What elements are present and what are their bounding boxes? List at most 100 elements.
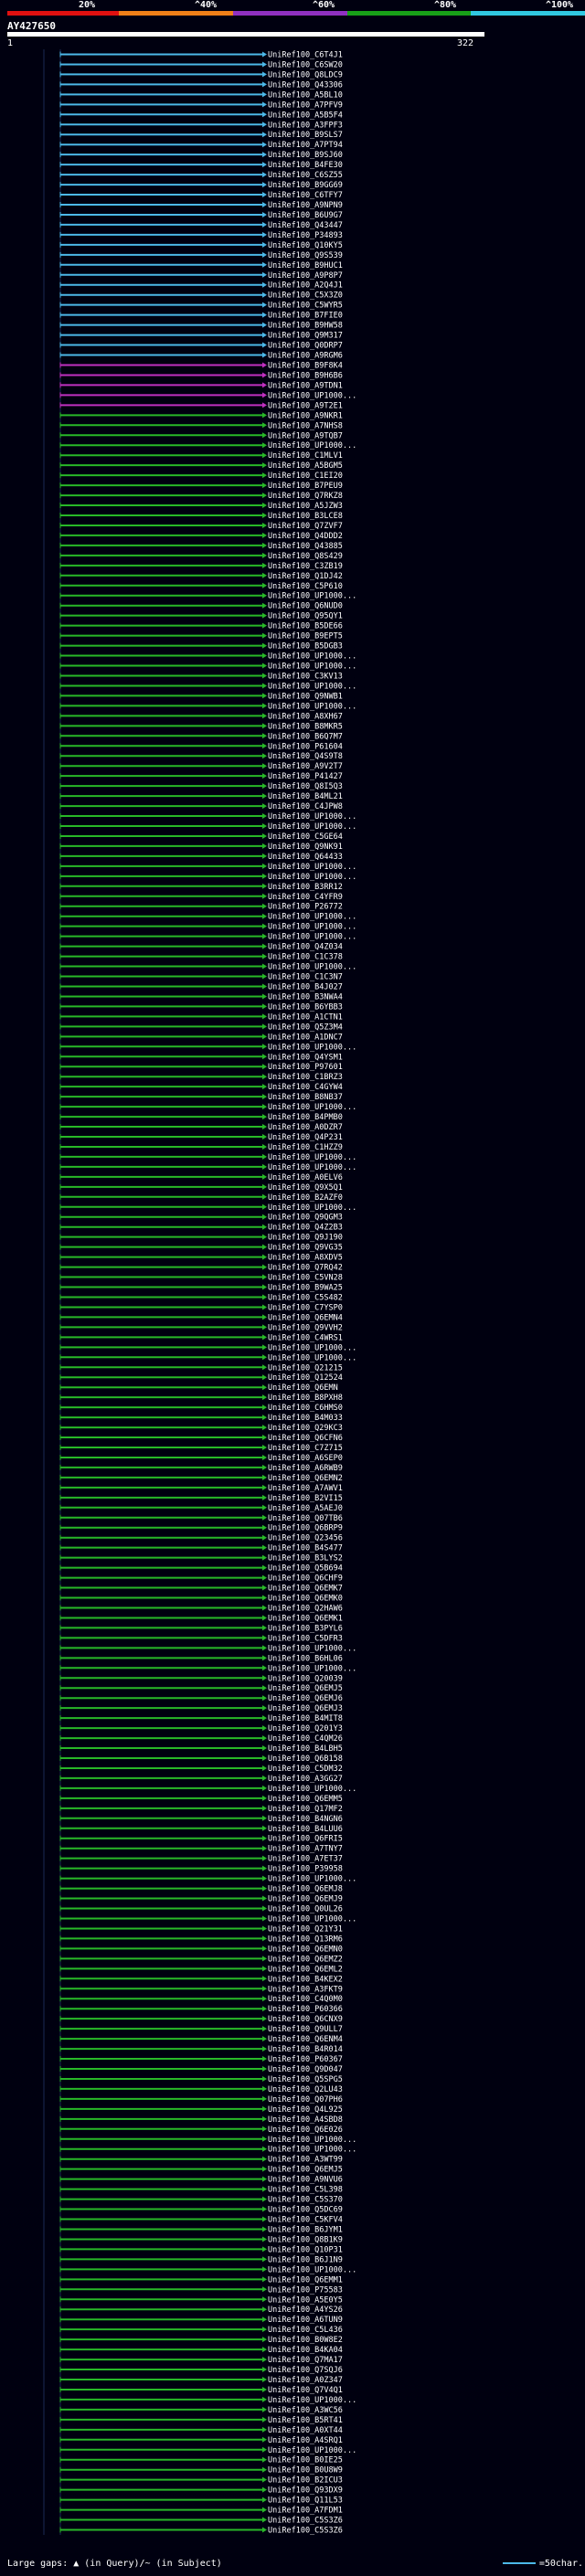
subject-label[interactable]: UniRef100_A5JZW3 bbox=[268, 502, 343, 511]
subject-label[interactable]: UniRef100_UP1000... bbox=[268, 923, 356, 932]
subject-label[interactable]: UniRef100_Q23456 bbox=[268, 1534, 343, 1543]
subject-label[interactable]: UniRef100_Q5SPG5 bbox=[268, 2075, 343, 2084]
subject-label[interactable]: UniRef100_B2AZF0 bbox=[268, 1193, 343, 1203]
subject-label[interactable]: UniRef100_Q9VVH2 bbox=[268, 1323, 343, 1332]
subject-label[interactable]: UniRef100_Q6CHF9 bbox=[268, 1574, 343, 1584]
subject-label[interactable]: UniRef100_P34893 bbox=[268, 231, 343, 240]
subject-label[interactable]: UniRef100_C5L398 bbox=[268, 2186, 343, 2195]
subject-label[interactable]: UniRef100_B5DE66 bbox=[268, 622, 343, 631]
subject-label[interactable]: UniRef100_C5S3Z6 bbox=[268, 2527, 343, 2535]
subject-label[interactable]: UniRef100_UP1000... bbox=[268, 1644, 356, 1653]
subject-label[interactable]: UniRef100_Q4P231 bbox=[268, 1133, 343, 1142]
subject-label[interactable]: UniRef100_Q6EMM1 bbox=[268, 2275, 343, 2284]
subject-label[interactable]: UniRef100_B3RR12 bbox=[268, 883, 343, 892]
subject-label[interactable]: UniRef100_Q4Z2B3 bbox=[268, 1224, 343, 1233]
subject-label[interactable]: UniRef100_Q9D047 bbox=[268, 2065, 343, 2074]
subject-label[interactable]: UniRef100_B5RT41 bbox=[268, 2416, 343, 2425]
subject-label[interactable]: UniRef100_C1MLV1 bbox=[268, 451, 343, 461]
subject-label[interactable]: UniRef100_Q6EMJ6 bbox=[268, 1694, 343, 1703]
subject-label[interactable]: UniRef100_UP1000... bbox=[268, 1343, 356, 1352]
subject-label[interactable]: UniRef100_Q7RQ42 bbox=[268, 1264, 343, 1273]
subject-label[interactable]: UniRef100_UP1000... bbox=[268, 1914, 356, 1924]
subject-label[interactable]: UniRef100_UP1000... bbox=[268, 1664, 356, 1673]
subject-label[interactable]: UniRef100_UP1000... bbox=[268, 682, 356, 691]
subject-label[interactable]: UniRef100_Q9QGM3 bbox=[268, 1214, 343, 1223]
subject-label[interactable]: UniRef100_C5KFV4 bbox=[268, 2216, 343, 2225]
subject-label[interactable]: UniRef100_Q7SQJ6 bbox=[268, 2366, 343, 2375]
subject-label[interactable]: UniRef100_Q6ENM4 bbox=[268, 2035, 343, 2044]
subject-label[interactable]: UniRef100_Q9NWB1 bbox=[268, 692, 343, 701]
subject-label[interactable]: UniRef100_Q9X5Q1 bbox=[268, 1183, 343, 1193]
subject-label[interactable]: UniRef100_B6YBB3 bbox=[268, 1002, 343, 1012]
subject-label[interactable]: UniRef100_UP1000... bbox=[268, 1103, 356, 1112]
subject-label[interactable]: UniRef100_C5S3Z6 bbox=[268, 2517, 343, 2526]
subject-label[interactable]: UniRef100_B4KA04 bbox=[268, 2346, 343, 2355]
subject-label[interactable]: UniRef100_P61604 bbox=[268, 742, 343, 751]
subject-label[interactable]: UniRef100_Q9M317 bbox=[268, 332, 343, 341]
subject-label[interactable]: UniRef100_C4GYW4 bbox=[268, 1083, 343, 1092]
subject-label[interactable]: UniRef100_UP1000... bbox=[268, 812, 356, 822]
subject-label[interactable]: UniRef100_A5B5F4 bbox=[268, 111, 343, 120]
subject-label[interactable]: UniRef100_A9NPN9 bbox=[268, 201, 343, 210]
subject-label[interactable]: UniRef100_B0U8W9 bbox=[268, 2466, 343, 2475]
subject-label[interactable]: UniRef100_UP1000... bbox=[268, 2265, 356, 2274]
subject-label[interactable]: UniRef100_B9SJ60 bbox=[268, 151, 343, 160]
subject-label[interactable]: UniRef100_Q6BRP9 bbox=[268, 1524, 343, 1533]
subject-label[interactable]: UniRef100_C5GE64 bbox=[268, 832, 343, 842]
subject-label[interactable]: UniRef100_B2ICU3 bbox=[268, 2476, 343, 2486]
subject-label[interactable]: UniRef100_B4ML21 bbox=[268, 792, 343, 801]
subject-label[interactable]: UniRef100_Q6EMK7 bbox=[268, 1585, 343, 1594]
subject-label[interactable]: UniRef100_Q7MA17 bbox=[268, 2356, 343, 2365]
subject-label[interactable]: UniRef100_A7TNY7 bbox=[268, 1845, 343, 1854]
subject-label[interactable]: UniRef100_UP1000... bbox=[268, 391, 356, 400]
subject-label[interactable]: UniRef100_Q7ZVF7 bbox=[268, 522, 343, 531]
subject-label[interactable]: UniRef100_C5L436 bbox=[268, 2326, 343, 2335]
subject-label[interactable]: UniRef100_Q21Y31 bbox=[268, 1924, 343, 1934]
subject-label[interactable]: UniRef100_UP1000... bbox=[268, 652, 356, 662]
subject-label[interactable]: UniRef100_A4YS26 bbox=[268, 2306, 343, 2315]
subject-label[interactable]: UniRef100_A9TQB7 bbox=[268, 431, 343, 440]
subject-label[interactable]: UniRef100_B6HL06 bbox=[268, 1654, 343, 1663]
subject-label[interactable]: UniRef100_Q9ULL7 bbox=[268, 2025, 343, 2034]
subject-label[interactable]: UniRef100_B3NWA4 bbox=[268, 992, 343, 1002]
subject-label[interactable]: UniRef100_C5VN28 bbox=[268, 1274, 343, 1283]
subject-label[interactable]: UniRef100_UP1000... bbox=[268, 1163, 356, 1172]
subject-label[interactable]: UniRef100_Q21215 bbox=[268, 1363, 343, 1373]
subject-label[interactable]: UniRef100_C1BRZ3 bbox=[268, 1073, 343, 1082]
subject-label[interactable]: UniRef100_A9TDN1 bbox=[268, 381, 343, 390]
subject-label[interactable]: UniRef100_Q2HAW6 bbox=[268, 1604, 343, 1613]
subject-label[interactable]: UniRef100_B3LYS2 bbox=[268, 1554, 343, 1564]
subject-label[interactable]: UniRef100_A7FDM1 bbox=[268, 2507, 343, 2516]
subject-label[interactable]: UniRef100_Q11L53 bbox=[268, 2496, 343, 2506]
subject-label[interactable]: UniRef100_Q7RKZ8 bbox=[268, 492, 343, 501]
subject-label[interactable]: UniRef100_UP1000... bbox=[268, 702, 356, 711]
subject-label[interactable]: UniRef100_P60366 bbox=[268, 2005, 343, 2014]
subject-label[interactable]: UniRef100_B7PEU9 bbox=[268, 482, 343, 491]
subject-label[interactable]: UniRef100_Q29KC3 bbox=[268, 1424, 343, 1433]
subject-label[interactable]: UniRef100_B6J1N9 bbox=[268, 2255, 343, 2264]
subject-label[interactable]: UniRef100_UP1000... bbox=[268, 441, 356, 451]
subject-label[interactable]: UniRef100_B9F8K4 bbox=[268, 361, 343, 370]
subject-label[interactable]: UniRef100_Q9NK91 bbox=[268, 843, 343, 852]
subject-label[interactable]: UniRef100_B9HUC1 bbox=[268, 261, 343, 270]
subject-label[interactable]: UniRef100_B3LCE8 bbox=[268, 512, 343, 521]
subject-label[interactable]: UniRef100_Q43447 bbox=[268, 221, 343, 230]
subject-label[interactable]: UniRef100_Q6CFN6 bbox=[268, 1434, 343, 1443]
subject-label[interactable]: UniRef100_A5BL10 bbox=[268, 90, 343, 100]
subject-label[interactable]: UniRef100_Q5DC69 bbox=[268, 2206, 343, 2215]
subject-label[interactable]: UniRef100_C4QM26 bbox=[268, 1734, 343, 1744]
subject-label[interactable]: UniRef100_C4Q0M0 bbox=[268, 1995, 343, 2004]
subject-label[interactable]: UniRef100_A0Z347 bbox=[268, 2376, 343, 2385]
subject-label[interactable]: UniRef100_Q8I5Q3 bbox=[268, 782, 343, 791]
subject-label[interactable]: UniRef100_Q4L925 bbox=[268, 2105, 343, 2115]
subject-label[interactable]: UniRef100_A8XH67 bbox=[268, 712, 343, 721]
subject-label[interactable]: UniRef100_Q6B158 bbox=[268, 1754, 343, 1764]
subject-label[interactable]: UniRef100_B8NB37 bbox=[268, 1093, 343, 1102]
subject-label[interactable]: UniRef100_B9HW58 bbox=[268, 322, 343, 331]
subject-label[interactable]: UniRef100_A9NVU6 bbox=[268, 2176, 343, 2185]
subject-label[interactable]: UniRef100_Q95QY1 bbox=[268, 612, 343, 621]
subject-label[interactable]: UniRef100_A7PFV9 bbox=[268, 101, 343, 110]
subject-label[interactable]: UniRef100_B4MIT8 bbox=[268, 1714, 343, 1723]
subject-label[interactable]: UniRef100_Q17MF2 bbox=[268, 1805, 343, 1814]
subject-label[interactable]: UniRef100_A3GG27 bbox=[268, 1775, 343, 1784]
